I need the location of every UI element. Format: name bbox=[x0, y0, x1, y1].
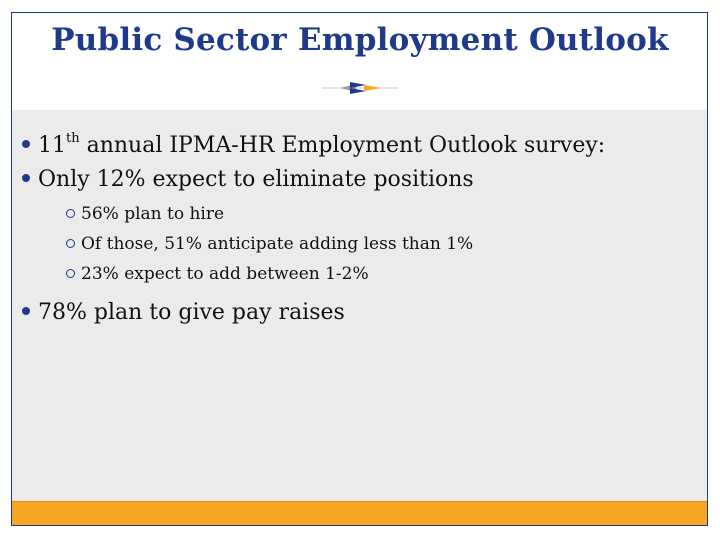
subbullet-adding: Of those, 51% anticipate adding less tha… bbox=[0, 234, 473, 254]
bullet-ordinal: 11 bbox=[38, 133, 66, 158]
slide-title: Public Sector Employment Outlook bbox=[51, 22, 669, 58]
bullet-text: Only 12% expect to eliminate positions bbox=[38, 167, 474, 192]
arrow-divider-icon bbox=[322, 82, 398, 94]
bullet-text: annual IPMA-HR Employment Outlook survey… bbox=[79, 133, 606, 158]
bullet-dot-icon bbox=[22, 140, 30, 148]
bullet-eliminate: Only 12% expect to eliminate positions bbox=[0, 167, 474, 192]
bullet-dot-icon bbox=[22, 174, 30, 182]
subbullet-add-between: 23% expect to add between 1-2% bbox=[0, 264, 369, 284]
content-area bbox=[12, 110, 707, 501]
subbullet-hire: 56% plan to hire bbox=[0, 204, 224, 224]
subbullet-text: 56% plan to hire bbox=[81, 204, 225, 224]
bullet-ordinal-suffix: th bbox=[66, 131, 80, 146]
subbullet-ring-icon bbox=[66, 239, 75, 248]
footer-bar bbox=[12, 501, 707, 525]
subbullet-text: 23% expect to add between 1-2% bbox=[81, 264, 369, 284]
bullet-survey: 11th annual IPMA-HR Employment Outlook s… bbox=[0, 131, 606, 158]
subbullet-text: Of those, 51% anticipate adding less tha… bbox=[81, 234, 474, 254]
subbullet-ring-icon bbox=[66, 269, 75, 278]
subbullet-ring-icon bbox=[66, 209, 75, 218]
bullet-pay-raises: 78% plan to give pay raises bbox=[0, 300, 345, 325]
bullet-dot-icon bbox=[22, 307, 30, 315]
bullet-text: 78% plan to give pay raises bbox=[38, 300, 345, 325]
